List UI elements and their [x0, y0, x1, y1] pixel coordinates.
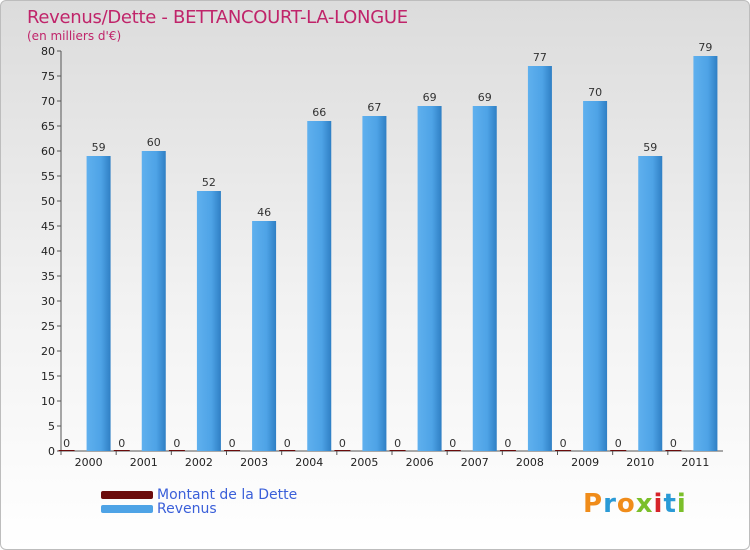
data-label-dette: 0	[615, 437, 622, 450]
legend-label-revenus: Revenus	[157, 501, 217, 517]
bar-dette	[168, 450, 185, 451]
x-tick-label: 2002	[185, 456, 213, 469]
y-tick-label: 15	[41, 370, 55, 383]
data-label-dette: 0	[118, 437, 125, 450]
data-label-revenus: 70	[588, 86, 602, 99]
x-tick-label: 2000	[75, 456, 103, 469]
y-tick-label: 25	[41, 320, 55, 333]
bar-dette	[499, 450, 516, 451]
data-label-revenus: 59	[92, 141, 106, 154]
data-label-revenus: 52	[202, 176, 216, 189]
data-label-revenus: 79	[698, 41, 712, 54]
data-label-revenus: 69	[423, 91, 437, 104]
data-label-revenus: 59	[643, 141, 657, 154]
bar-revenus	[362, 116, 387, 451]
data-label-revenus: 67	[367, 101, 381, 114]
y-tick-label: 80	[41, 45, 55, 58]
x-tick-label: 2006	[406, 456, 434, 469]
data-label-dette: 0	[173, 437, 180, 450]
x-tick-label: 2005	[350, 456, 378, 469]
bar-revenus	[86, 156, 111, 451]
bar-revenus	[472, 106, 497, 451]
data-label-revenus: 60	[147, 136, 161, 149]
legend-label-dette: Montant de la Dette	[157, 487, 298, 503]
data-label-revenus: 69	[478, 91, 492, 104]
bar-revenus	[196, 191, 221, 451]
data-label-dette: 0	[449, 437, 456, 450]
bar-dette	[58, 450, 75, 451]
x-tick-label: 2010	[626, 456, 654, 469]
bar-revenus	[638, 156, 663, 451]
bar-dette	[389, 450, 406, 451]
logo-letter: P	[583, 489, 604, 519]
y-tick-label: 65	[41, 120, 55, 133]
y-tick-label: 45	[41, 220, 55, 233]
legend-swatch-revenus	[101, 505, 153, 513]
x-tick-label: 2011	[681, 456, 709, 469]
y-tick-label: 0	[48, 445, 55, 458]
bar-dette	[555, 450, 572, 451]
y-tick-label: 20	[41, 345, 55, 358]
bar-revenus	[527, 66, 552, 451]
y-tick-label: 50	[41, 195, 55, 208]
bar-dette	[334, 450, 351, 451]
chart-subtitle: (en milliers d'€)	[27, 29, 122, 43]
bar-dette	[224, 450, 241, 451]
bar-revenus	[307, 121, 332, 451]
data-label-revenus: 77	[533, 51, 547, 64]
x-tick-label: 2004	[295, 456, 323, 469]
proxiti-logo: Proxiti	[583, 489, 687, 519]
data-label-dette: 0	[229, 437, 236, 450]
x-tick-label: 2007	[461, 456, 489, 469]
data-label-revenus: 46	[257, 206, 271, 219]
bar-dette	[665, 450, 682, 451]
data-label-revenus: 66	[312, 106, 326, 119]
y-tick-label: 60	[41, 145, 55, 158]
logo-letter: i	[653, 489, 664, 519]
y-tick-label: 30	[41, 295, 55, 308]
x-tick-label: 2009	[571, 456, 599, 469]
logo-letter: r	[603, 489, 617, 519]
bar-dette	[610, 450, 627, 451]
logo-letter: o	[616, 489, 636, 519]
logo-letter: i	[676, 489, 687, 519]
y-tick-label: 55	[41, 170, 55, 183]
bar-dette	[444, 450, 461, 451]
legend-item-dette: Montant de la Dette	[101, 487, 298, 503]
chart-title: Revenus/Dette - BETTANCOURT-LA-LONGUE	[27, 7, 408, 28]
bar-revenus	[583, 101, 608, 451]
logo-letter: t	[663, 489, 677, 519]
bar-revenus	[417, 106, 442, 451]
data-label-dette: 0	[560, 437, 567, 450]
legend-item-revenus: Revenus	[101, 501, 217, 517]
bar-dette	[113, 450, 130, 451]
logo-letter: x	[635, 489, 654, 519]
data-label-dette: 0	[339, 437, 346, 450]
data-label-dette: 0	[284, 437, 291, 450]
y-tick-label: 5	[48, 420, 55, 433]
legend-swatch-dette	[101, 491, 153, 499]
data-label-dette: 0	[394, 437, 401, 450]
y-tick-label: 70	[41, 95, 55, 108]
bar-revenus	[141, 151, 166, 451]
data-label-dette: 0	[670, 437, 677, 450]
y-tick-label: 75	[41, 70, 55, 83]
x-tick-label: 2001	[130, 456, 158, 469]
x-tick-label: 2003	[240, 456, 268, 469]
bar-revenus	[252, 221, 277, 451]
x-tick-label: 2008	[516, 456, 544, 469]
data-label-dette: 0	[504, 437, 511, 450]
y-tick-label: 10	[41, 395, 55, 408]
bar-dette	[279, 450, 296, 451]
bar-revenus	[693, 56, 718, 451]
y-tick-label: 35	[41, 270, 55, 283]
y-tick-label: 40	[41, 245, 55, 258]
data-label-dette: 0	[63, 437, 70, 450]
